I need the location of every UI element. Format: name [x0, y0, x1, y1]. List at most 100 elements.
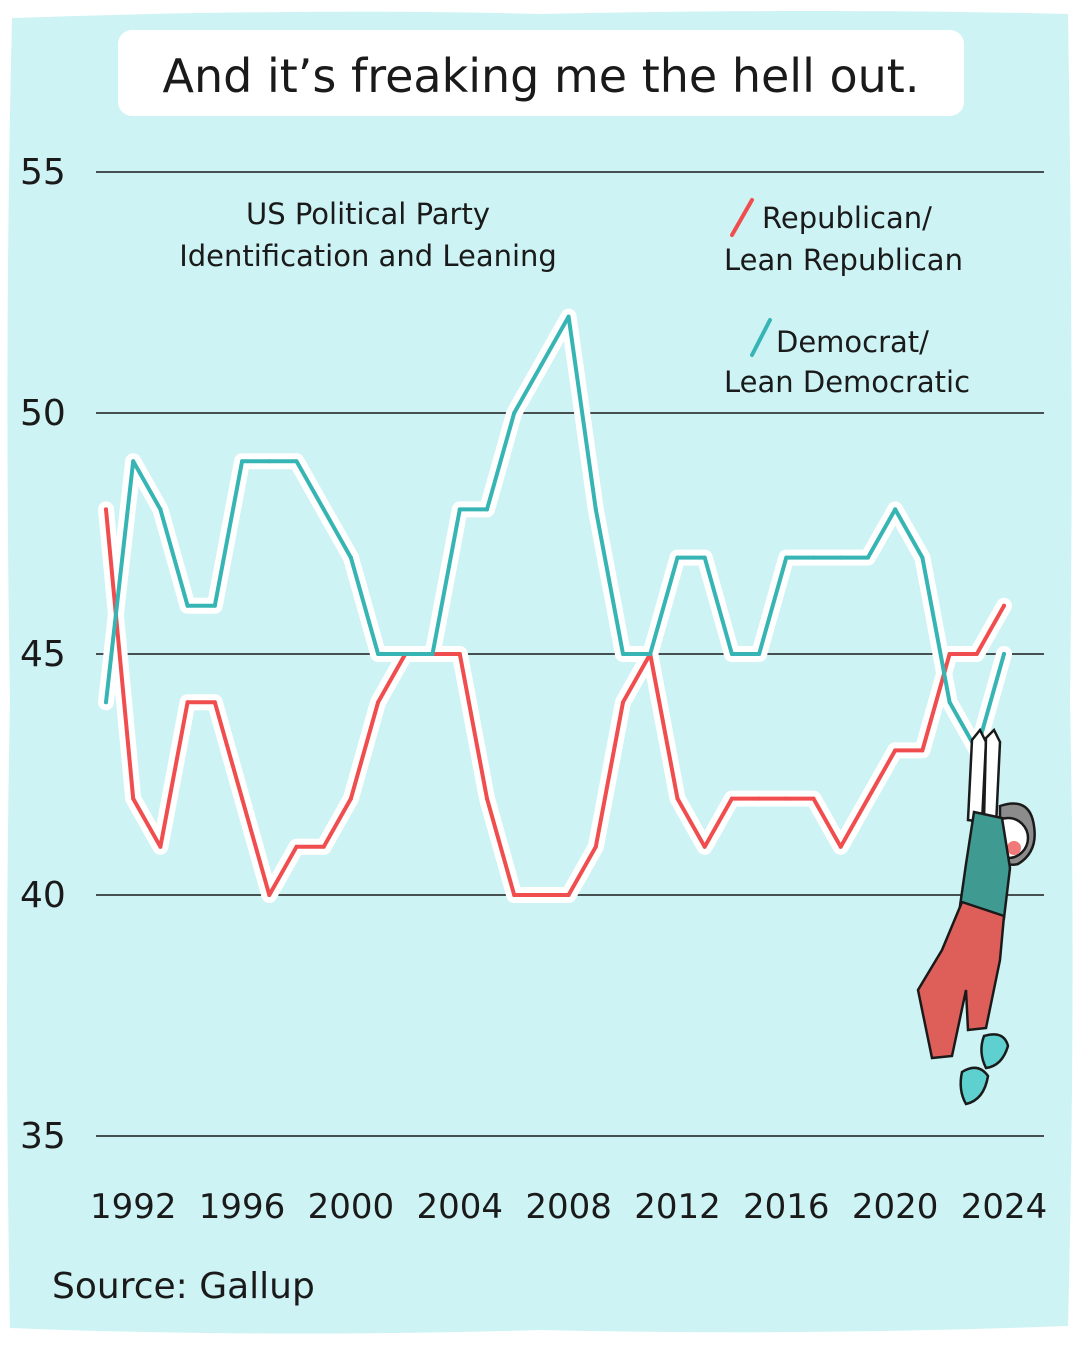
republican-point-1994: [185, 700, 190, 705]
legend-democrat-line-1: Democrat/: [776, 325, 929, 359]
democrat-point-2022: [947, 700, 952, 705]
democrat-point-2002: [403, 652, 408, 656]
democrat-point-2008: [566, 314, 571, 319]
democrat-point-2004: [457, 507, 462, 512]
headline-banner: [118, 30, 964, 116]
republican-point-2004: [457, 652, 462, 656]
republican-point-1998: [294, 844, 299, 849]
x-tick-label-2012: 2012: [634, 1187, 721, 1227]
person-cheek: [1007, 841, 1021, 855]
republican-point-2016: [784, 796, 789, 801]
democrat-point-2003: [430, 652, 435, 656]
person-right-arm: [982, 727, 1002, 828]
democrat-point-1993: [158, 507, 163, 512]
republican-point-2022: [947, 652, 952, 656]
panel-background: [7, 11, 1073, 1334]
democrat-point-1999: [321, 507, 326, 512]
republican-point-2009: [593, 844, 598, 849]
democrat-point-1992: [131, 459, 136, 464]
republican-point-1993: [158, 844, 163, 849]
legend: Republican/ Lean Republican Democrat/ Le…: [724, 198, 970, 399]
democrat-point-2015: [757, 652, 762, 656]
republican-point-2020: [893, 748, 898, 753]
person-shoe-left: [959, 1066, 990, 1106]
republican-point-2010: [621, 700, 626, 705]
republican-point-2000: [348, 796, 353, 801]
person-pants: [916, 900, 1006, 1060]
democrat-point-2009: [593, 507, 598, 512]
republican-point-2001: [376, 700, 381, 705]
republican-point-1991: [104, 507, 108, 512]
republican-point-2021: [920, 748, 925, 753]
x-tick-label-2008: 2008: [525, 1187, 612, 1227]
democrat-point-1991: [104, 700, 108, 705]
y-tick-label-40: 40: [20, 875, 66, 916]
legend-democrat-line-2: Lean Democratic: [724, 365, 970, 399]
democrat-point-2013: [702, 555, 707, 560]
republican-point-1996: [240, 796, 245, 801]
gridlines: [96, 171, 1044, 1137]
republican-point-1995: [212, 700, 217, 705]
democrat-point-2017: [811, 555, 816, 560]
republican-point-2017: [811, 796, 816, 801]
democrat-point-2007: [539, 362, 544, 367]
x-tick-label-2004: 2004: [416, 1187, 503, 1227]
x-tick-label-2024: 2024: [961, 1187, 1048, 1227]
republican-point-2024: [1002, 603, 1006, 608]
x-tick-label-2020: 2020: [852, 1187, 939, 1227]
republican-point-2015: [757, 796, 762, 801]
democrat-point-2020: [893, 507, 898, 512]
person-shoe-right: [980, 1033, 1010, 1070]
democrat-point-2021: [920, 555, 925, 560]
republican-point-1999: [321, 844, 326, 849]
legend-democrat-swatch: [750, 318, 772, 357]
democrat-series-line: [104, 314, 1006, 753]
x-tick-label-1996: 1996: [199, 1187, 286, 1227]
chart-title-line-1: US Political Party: [246, 197, 490, 231]
legend-republican-swatch: [730, 198, 754, 237]
y-tick-label-35: 35: [20, 1116, 66, 1157]
y-axis-ticks: 55 50 45 40 35: [20, 152, 66, 1157]
democrat-point-1997: [267, 459, 272, 464]
republican-point-1997: [267, 893, 272, 897]
republican-point-2018: [838, 844, 843, 849]
republican-point-2023: [974, 652, 979, 656]
x-tick-label-2000: 2000: [308, 1187, 395, 1227]
x-tick-label-2016: 2016: [743, 1187, 830, 1227]
legend-republican-line-1: Republican/: [762, 201, 932, 235]
legend-republican-line-2: Lean Republican: [724, 243, 963, 277]
x-axis-ticks: 1992 1996 2000 2004 2008 2012 2016 2020 2024: [90, 1187, 1047, 1227]
republican-point-2014: [729, 796, 734, 801]
republican-point-2006: [512, 893, 517, 897]
democrat-point-2006: [512, 411, 517, 415]
democrat-point-2012: [675, 555, 680, 560]
y-tick-label-55: 55: [20, 152, 66, 193]
republican-series-line: [104, 507, 1006, 897]
republican-point-2012: [675, 796, 680, 801]
democrat-point-2010: [621, 652, 626, 656]
democrat-point-2001: [376, 652, 381, 656]
democrat-point-2024: [1002, 652, 1006, 656]
chart-title-line-2: Identification and Leaning: [179, 239, 557, 273]
x-tick-label-1992: 1992: [90, 1187, 177, 1227]
democrat-point-2018: [838, 555, 843, 560]
republican-point-1992: [131, 796, 136, 801]
series-layer: [98, 308, 1012, 903]
democrat-point-2019: [865, 555, 870, 560]
headline-text: And it’s freaking me the hell out.: [163, 49, 920, 103]
democrat-point-2016: [784, 555, 789, 560]
y-tick-label-50: 50: [20, 393, 66, 434]
republican-point-2008: [566, 893, 571, 897]
republican-point-2019: [865, 796, 870, 801]
republican-point-2007: [539, 893, 544, 897]
republican-point-2005: [484, 796, 489, 801]
hanging-person-illustration: [916, 727, 1036, 1106]
democrat-point-1996: [240, 459, 245, 464]
democrat-point-2011: [648, 652, 653, 656]
democrat-point-1994: [185, 603, 190, 608]
democrat-point-2005: [484, 507, 489, 512]
democrat-point-2014: [729, 652, 734, 656]
source-note: Source: Gallup: [52, 1266, 315, 1307]
